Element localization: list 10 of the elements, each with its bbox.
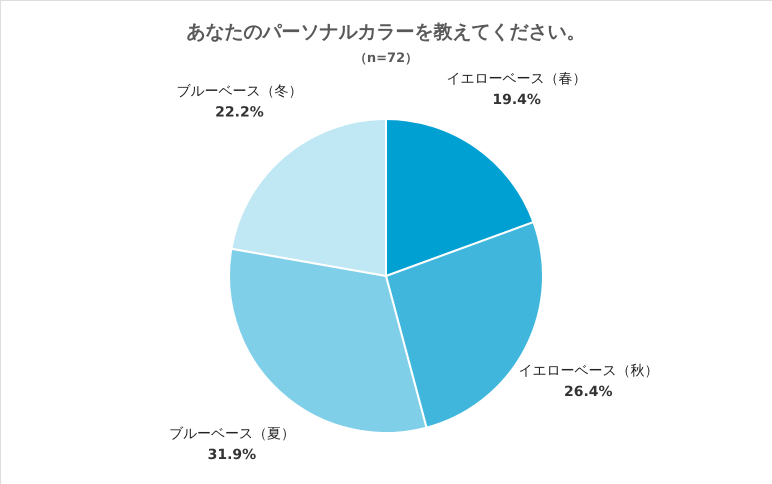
slice-label: イエローベース（秋） <box>518 363 658 380</box>
data-label: 19.4% <box>492 92 541 108</box>
slice-label: ブルーベース（冬） <box>176 83 302 100</box>
slice-label: イエローベース（春） <box>446 71 587 88</box>
chart-subtitle: （n=72） <box>354 51 418 66</box>
slice-label: ブルーベース（夏） <box>168 426 295 442</box>
chart-title: あなたのパーソナルカラーを教えてください。 <box>186 21 586 43</box>
data-label: 31.9% <box>208 447 256 464</box>
data-label: 22.2% <box>215 104 264 120</box>
data-label: 26.4% <box>564 384 613 400</box>
